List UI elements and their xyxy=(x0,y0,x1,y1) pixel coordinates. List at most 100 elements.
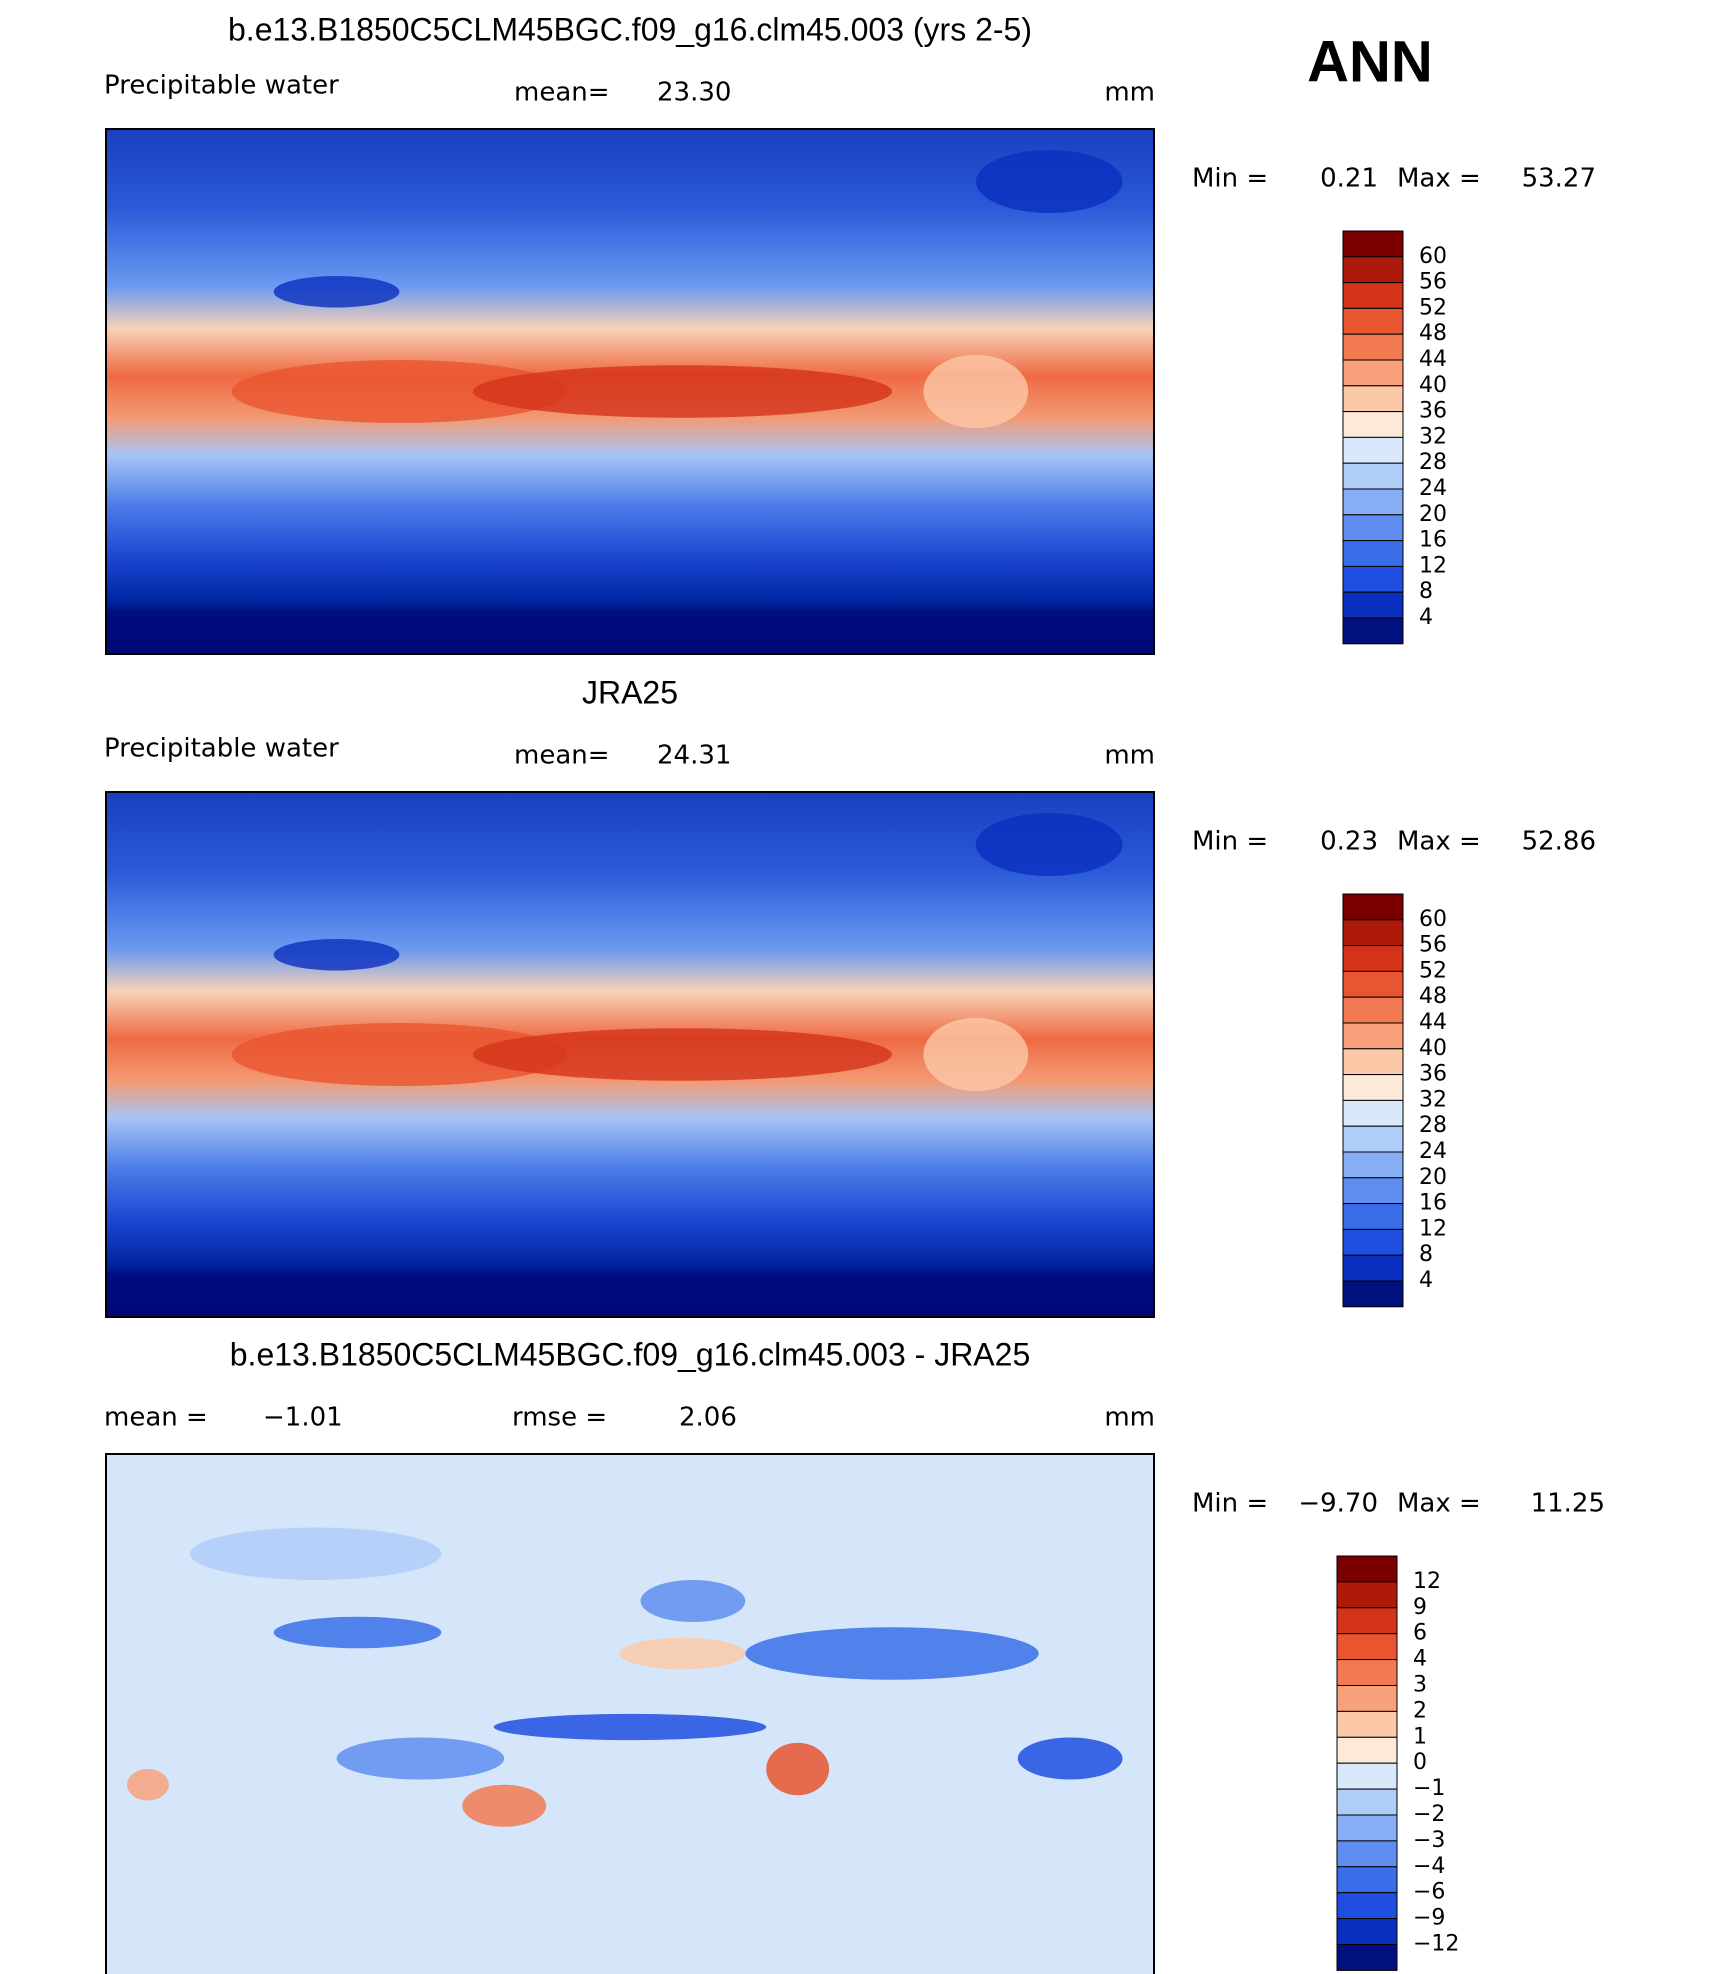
mean-value: −1.01 xyxy=(263,1403,343,1433)
colorbar-box xyxy=(1342,945,1404,972)
colorbar-box xyxy=(1342,307,1404,335)
map-feature xyxy=(975,813,1123,876)
colorbar-label: 12 xyxy=(1419,553,1447,578)
rmse-label: rmse = xyxy=(512,1403,607,1433)
colorbar-label: 60 xyxy=(1419,907,1447,932)
map-feature xyxy=(766,1742,830,1796)
colorbar-box xyxy=(1342,617,1404,645)
map-feature xyxy=(923,1017,1029,1092)
colorbar-label: 52 xyxy=(1419,295,1447,320)
mean-label: mean= xyxy=(514,741,610,771)
colorbar-box xyxy=(1342,256,1404,284)
map-frame xyxy=(105,791,1155,1318)
colorbar-label: 9 xyxy=(1413,1595,1427,1620)
mean-value: 24.31 xyxy=(657,741,731,771)
colorbar-label: −1 xyxy=(1413,1776,1445,1801)
map-feature xyxy=(336,1737,505,1780)
colorbar-label: 3 xyxy=(1413,1673,1427,1698)
max-value: 53.27 xyxy=(1522,164,1596,194)
colorbar-box xyxy=(1336,1633,1398,1661)
colorbar-label: 24 xyxy=(1419,1139,1447,1164)
colorbar-box xyxy=(1342,970,1404,998)
mean-label: mean= xyxy=(514,78,610,108)
map-feature xyxy=(273,939,400,971)
colorbar-box xyxy=(1336,1762,1398,1790)
colorbar-box xyxy=(1336,1788,1398,1816)
colorbar-label: 56 xyxy=(1419,270,1447,295)
max-label: Max = xyxy=(1397,1489,1481,1519)
map-feature xyxy=(273,276,400,308)
map-feature xyxy=(126,1769,169,1801)
colorbar-label: 20 xyxy=(1419,1165,1447,1190)
colorbar-box xyxy=(1342,1074,1404,1101)
colorbar-box xyxy=(1342,488,1404,516)
colorbar-label: −6 xyxy=(1413,1880,1445,1905)
colorbar-label: 56 xyxy=(1419,933,1447,958)
colorbar-label: −9 xyxy=(1413,1906,1445,1931)
colorbar-box xyxy=(1342,1022,1404,1050)
colorbar-box xyxy=(1336,1710,1398,1738)
min-label: Min = xyxy=(1192,827,1268,857)
colorbar-label: −4 xyxy=(1413,1854,1445,1879)
colorbar-label: 2 xyxy=(1413,1698,1427,1723)
colorbar-label: 48 xyxy=(1419,321,1447,346)
colorbar-box xyxy=(1342,1203,1404,1230)
colorbar-label: 52 xyxy=(1419,958,1447,983)
colorbar-box xyxy=(1342,1125,1404,1153)
map-feature xyxy=(462,1784,547,1827)
colorbar-box xyxy=(1342,282,1404,309)
min-label: Min = xyxy=(1192,1489,1268,1519)
map-feature xyxy=(975,150,1123,213)
colorbar-box xyxy=(1336,1607,1398,1635)
units: mm xyxy=(1104,78,1155,108)
colorbar-box xyxy=(1342,385,1404,413)
map-feature xyxy=(493,1713,767,1741)
colorbar-box xyxy=(1336,1918,1398,1945)
mean-value: 23.30 xyxy=(657,78,731,108)
min-value: 0.21 xyxy=(1320,164,1378,194)
colorbar-label: 1 xyxy=(1413,1724,1427,1749)
colorbar-box xyxy=(1336,1944,1398,1971)
map-feature xyxy=(1017,1737,1123,1780)
colorbar-box xyxy=(1336,1736,1398,1764)
panel-title: b.e13.B1850C5CLM45BGC.f09_g16.clm45.003 … xyxy=(228,11,1032,47)
map-feature xyxy=(189,1527,442,1580)
rmse-value: 2.06 xyxy=(679,1403,737,1433)
colorbar-box xyxy=(1342,893,1404,921)
colorbar-label: 4 xyxy=(1419,605,1433,630)
max-value: 52.86 xyxy=(1522,827,1596,857)
colorbar-label: 20 xyxy=(1419,502,1447,527)
colorbar-label: 28 xyxy=(1419,1113,1447,1138)
colorbar-box xyxy=(1342,996,1404,1024)
colorbar-box xyxy=(1336,1814,1398,1842)
colorbar-label: 44 xyxy=(1419,347,1447,372)
colorbar-label: 0 xyxy=(1413,1750,1427,1775)
colorbar-label: 12 xyxy=(1419,1216,1447,1241)
map-frame xyxy=(105,1453,1155,1974)
colorbar-label: 4 xyxy=(1419,1268,1433,1293)
map-feature xyxy=(472,365,892,418)
map-feature xyxy=(231,1023,568,1086)
colorbar-label: 40 xyxy=(1419,1036,1447,1061)
mean-label: mean = xyxy=(104,1403,208,1433)
colorbar-box xyxy=(1342,919,1404,947)
colorbar-box xyxy=(1342,359,1404,387)
colorbar-label: 36 xyxy=(1419,1062,1447,1087)
colorbar-box xyxy=(1342,230,1404,258)
season-label: ANN xyxy=(1307,29,1433,94)
colorbar-label: 24 xyxy=(1419,476,1447,501)
max-label: Max = xyxy=(1397,164,1481,194)
colorbar-box xyxy=(1336,1555,1398,1583)
colorbar-label: 40 xyxy=(1419,373,1447,398)
units: mm xyxy=(1104,1403,1155,1433)
colorbar-label: 48 xyxy=(1419,984,1447,1009)
min-value: −9.70 xyxy=(1298,1489,1378,1519)
variable-label: Precipitable water xyxy=(104,734,339,764)
colorbar-label: 16 xyxy=(1419,1191,1447,1216)
colorbar-label: 6 xyxy=(1413,1621,1427,1646)
colorbar-box xyxy=(1342,1228,1404,1256)
map-feature xyxy=(923,354,1029,429)
max-label: Max = xyxy=(1397,827,1481,857)
colorbar-box xyxy=(1342,1099,1404,1127)
